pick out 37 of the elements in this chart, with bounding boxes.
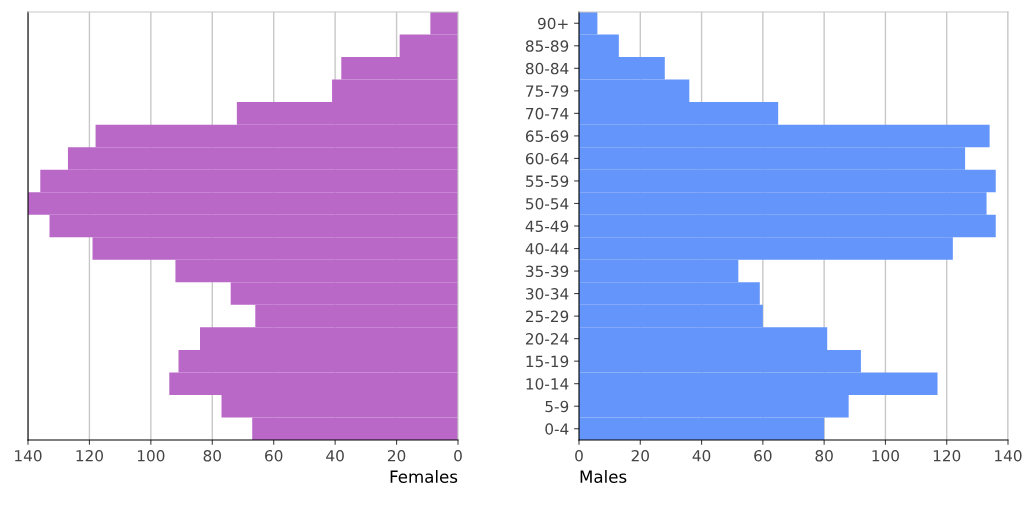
x-tick-label: 80 <box>815 449 833 462</box>
y-tick-label: 0-4 <box>545 423 569 435</box>
y-tick-label: 15-19 <box>526 355 569 368</box>
x-tick-label: 100 <box>872 449 899 462</box>
y-tick-label: 40-44 <box>525 242 569 255</box>
y-tick-label: 65-69 <box>525 130 569 142</box>
y-tick-label: 85-89 <box>525 40 569 52</box>
x-tick-label: 140 <box>995 449 1022 462</box>
y-tick-label: 90+ <box>538 17 568 30</box>
y-tick-label: 25-29 <box>526 310 569 323</box>
y-tick-label: 75-79 <box>526 85 569 97</box>
y-tick-label: 70-74 <box>526 107 569 120</box>
x-tick-label: 120 <box>76 449 103 462</box>
x-tick-label: 60 <box>265 449 283 462</box>
x-tick-label: 40 <box>326 449 344 462</box>
y-tick-label: 20-24 <box>526 333 569 345</box>
x-axis-title: Females <box>390 470 458 483</box>
y-tick-label: 45-49 <box>525 220 569 233</box>
x-tick-label: 100 <box>137 449 165 462</box>
y-tick-label: 55-59 <box>526 175 569 187</box>
x-tick-label: 0 <box>575 449 583 462</box>
x-axis-title: Males <box>580 470 627 483</box>
y-tick-label: 30-34 <box>526 288 569 300</box>
y-tick-label: 35-39 <box>526 265 569 278</box>
y-tick-label: 50-54 <box>526 197 569 210</box>
x-tick-label: 80 <box>203 449 221 462</box>
x-tick-label: 20 <box>631 449 649 462</box>
x-tick-label: 40 <box>692 449 711 462</box>
x-tick-label: 60 <box>754 449 772 462</box>
y-tick-label: 10-14 <box>526 378 569 390</box>
x-tick-label: 120 <box>933 449 961 462</box>
x-tick-label: 0 <box>454 449 462 462</box>
x-tick-label: 20 <box>387 449 406 462</box>
y-tick-label: 5-9 <box>545 400 569 413</box>
y-tick-label: 80-84 <box>525 62 569 75</box>
y-tick-label: 60-64 <box>525 152 569 165</box>
x-tick-label: 140 <box>15 449 42 462</box>
